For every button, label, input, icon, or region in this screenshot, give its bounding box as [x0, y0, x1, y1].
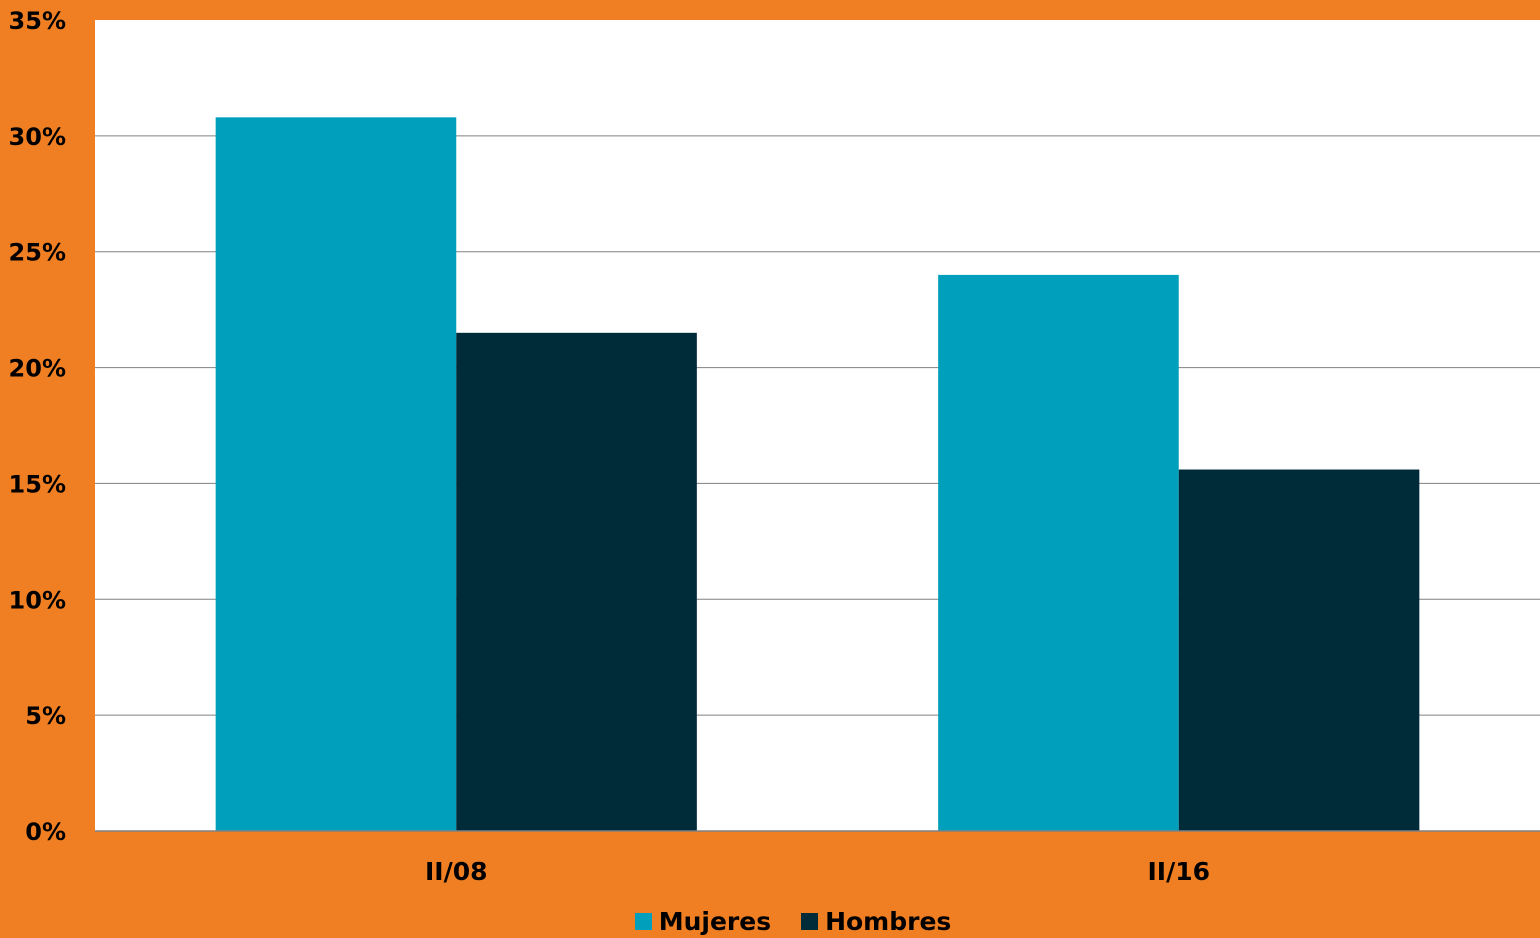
y-tick-label-5: 5% [25, 702, 66, 730]
legend-label-mujeres: Mujeres [658, 906, 772, 936]
y-tick-label-10: 10% [9, 586, 66, 614]
y-tick-label-15: 15% [9, 470, 66, 498]
legend: Mujeres Hombres [0, 903, 1540, 938]
bar-mujeres-ii-16 [938, 274, 1179, 831]
bar-hombres-ii-16 [1178, 469, 1420, 831]
legend-label-hombres: Hombres [825, 906, 952, 936]
legend-swatch-hombres [801, 912, 819, 930]
bar-mujeres-ii-08 [215, 117, 457, 831]
y-tick-label-20: 20% [9, 355, 66, 383]
bar-hombres-ii-08 [456, 332, 697, 831]
legend-item-mujeres: Mujeres [634, 906, 772, 936]
x-tick-label-ii-08: II/08 [425, 857, 488, 886]
y-tick-label-25: 25% [9, 239, 66, 267]
y-tick-label-30: 30% [9, 123, 66, 151]
y-tick-label-0: 0% [25, 818, 66, 846]
x-tick-label-ii-16: II/16 [1147, 857, 1210, 886]
y-tick-label-35: 35% [9, 7, 66, 35]
legend-item-hombres: Hombres [801, 907, 951, 936]
legend-swatch-mujeres [634, 912, 652, 930]
